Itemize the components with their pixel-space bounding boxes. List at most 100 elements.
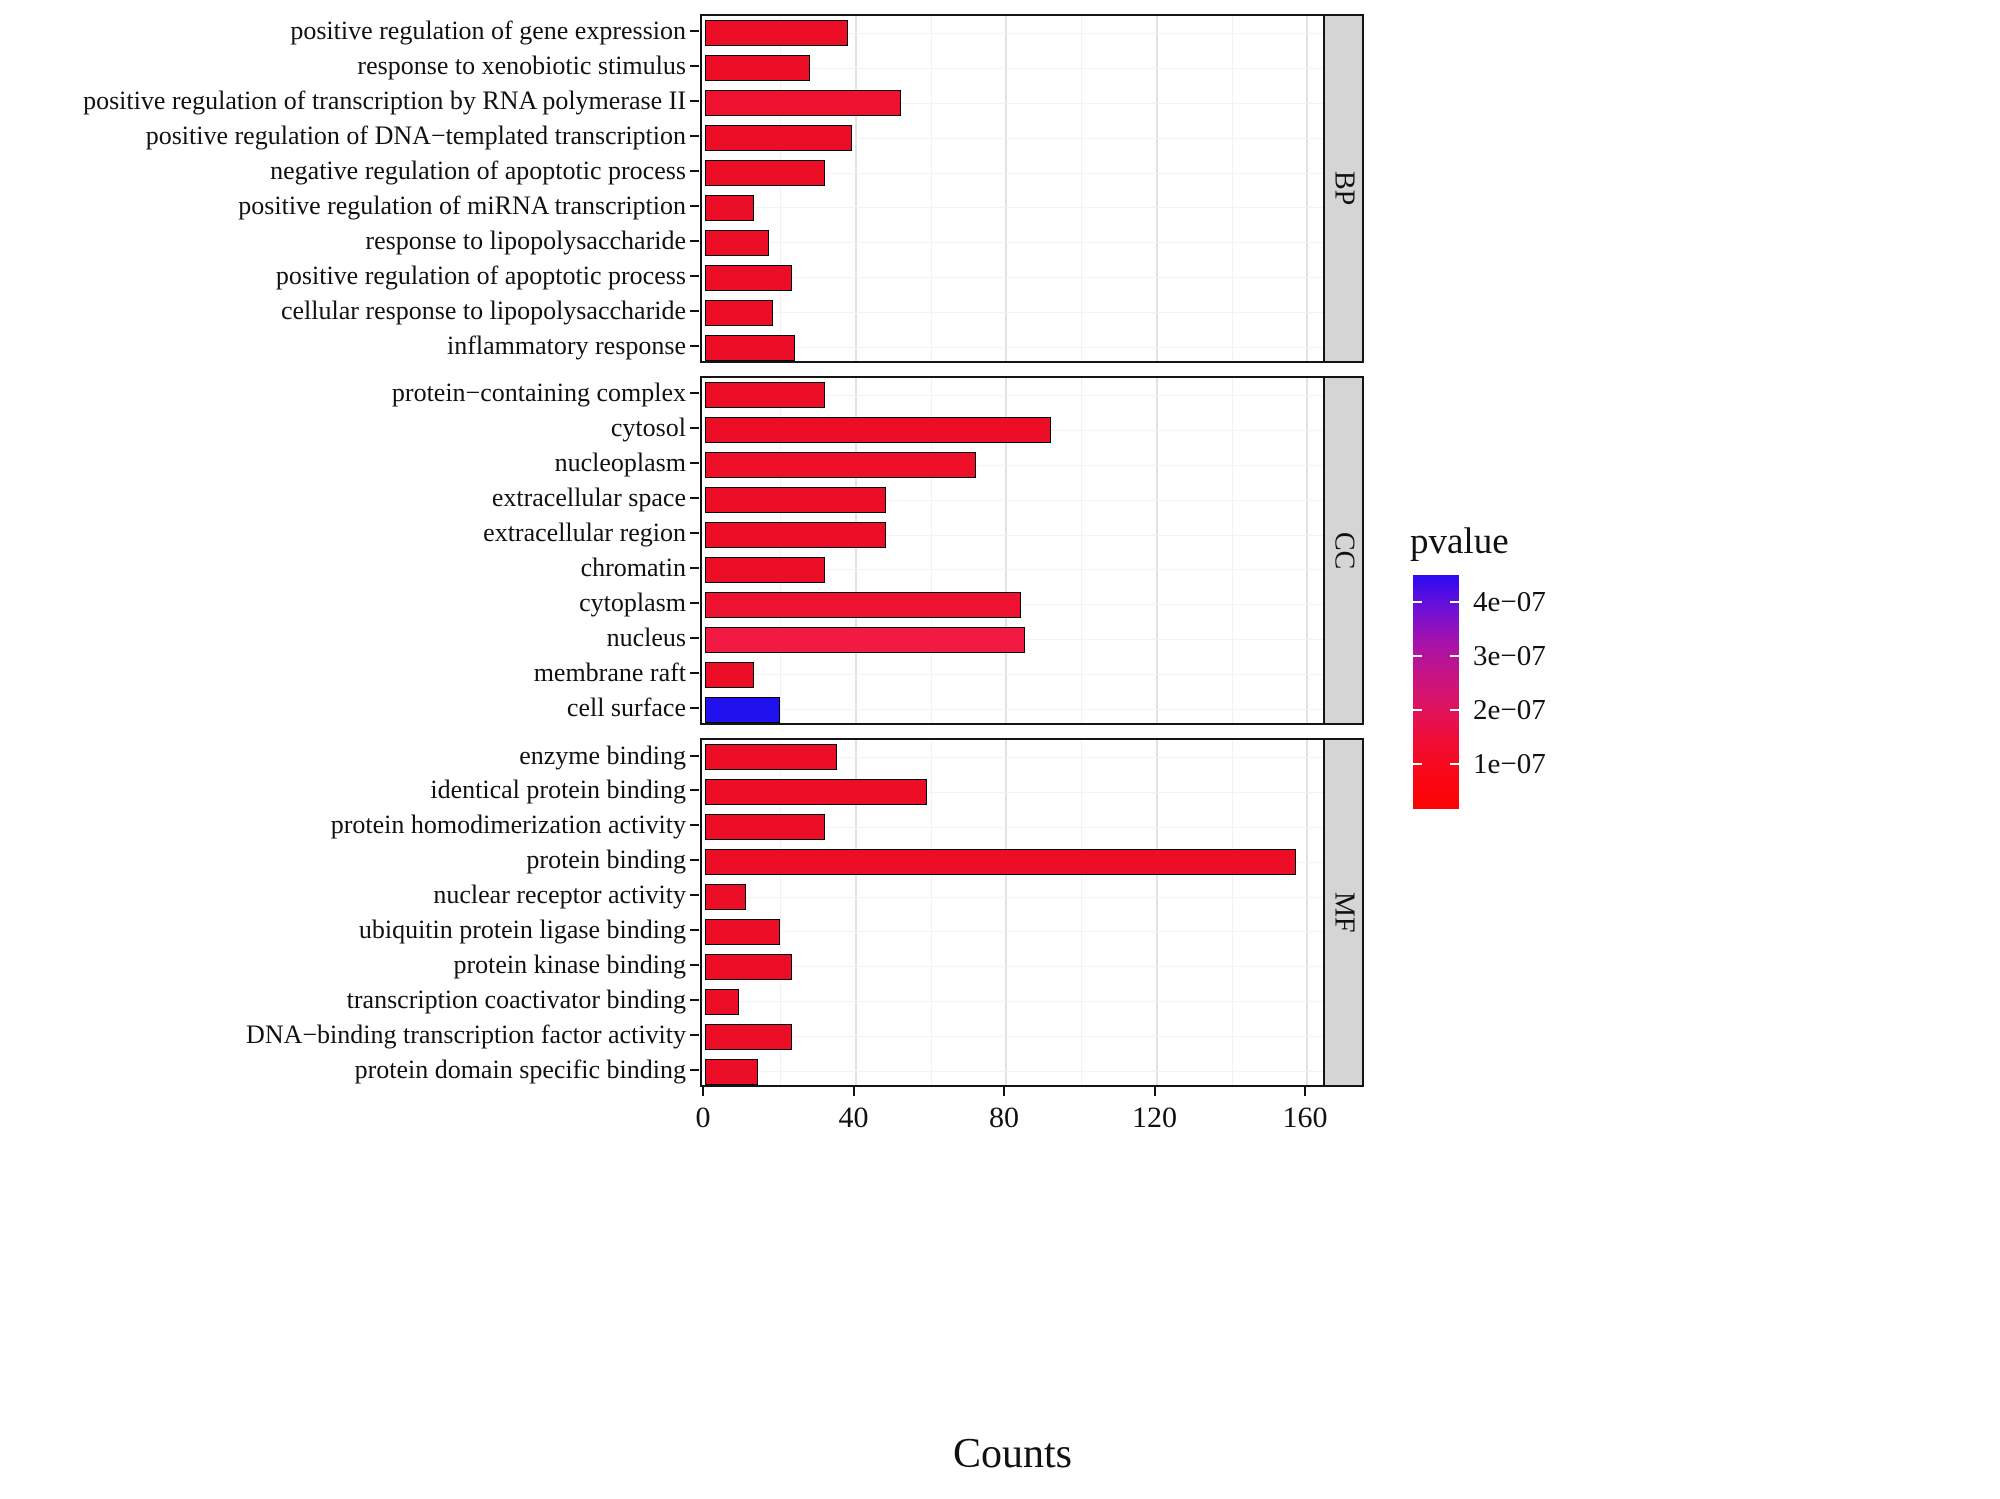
- y-tick: [690, 998, 699, 1001]
- bar-bp-5: [705, 194, 754, 221]
- facet-strip-label-cc: CC: [1328, 531, 1360, 570]
- bar-bp-8: [705, 299, 773, 326]
- category-label-bp-6: response to lipopolysaccharide: [365, 225, 686, 255]
- category-label-cc-0: protein−containing complex: [391, 378, 686, 408]
- y-tick: [690, 929, 699, 931]
- category-label-cc-6: cytoplasm: [579, 587, 686, 617]
- bar-bp-0: [705, 20, 848, 47]
- category-label-cc-3: extracellular space: [491, 483, 686, 513]
- category-label-cc-7: nucleus: [606, 622, 686, 652]
- category-label-cc-9: cell surface: [566, 692, 686, 722]
- y-tick: [690, 497, 699, 500]
- row-gridline: [702, 1071, 1323, 1073]
- facet-panel-bp: [700, 14, 1325, 363]
- facet-panel-cc: [700, 376, 1325, 725]
- bar-bp-9: [705, 334, 796, 361]
- x-tick-label: 80: [989, 1101, 1019, 1134]
- row-gridline: [702, 207, 1323, 209]
- category-label-mf-4: nuclear receptor activity: [433, 880, 686, 909]
- bar-mf-3: [705, 849, 1296, 876]
- major-gridline: [1005, 378, 1007, 723]
- row-gridline: [702, 791, 1323, 793]
- x-tick: [1304, 1087, 1306, 1096]
- category-label-mf-3: protein binding: [526, 845, 686, 875]
- bar-cc-3: [705, 487, 886, 514]
- minor-gridline: [1081, 16, 1083, 361]
- y-tick: [690, 30, 699, 33]
- category-label-bp-4: negative regulation of apoptotic process: [270, 156, 686, 185]
- row-gridline: [702, 569, 1323, 571]
- bar-mf-5: [705, 918, 781, 945]
- legend-gradient-bar: [1413, 575, 1459, 809]
- y-tick: [690, 344, 699, 347]
- y-tick: [690, 170, 699, 172]
- x-tick: [702, 1087, 704, 1096]
- bar-mf-2: [705, 814, 826, 841]
- row-gridline: [702, 1001, 1323, 1003]
- y-tick: [690, 65, 699, 68]
- row-gridline: [702, 137, 1323, 139]
- y-tick: [690, 671, 699, 674]
- major-gridline: [854, 16, 857, 361]
- legend-tick-label-2: 2e−07: [1473, 694, 1546, 726]
- facet-strip-cc: CC: [1323, 376, 1364, 725]
- category-label-mf-1: identical protein binding: [430, 775, 686, 805]
- y-tick: [690, 309, 699, 312]
- minor-gridline: [780, 16, 782, 361]
- row-gridline: [702, 32, 1323, 34]
- category-label-bp-2: positive regulation of transcription by …: [83, 86, 686, 116]
- bar-bp-6: [705, 229, 769, 256]
- major-gridline: [854, 378, 857, 723]
- row-gridline: [702, 242, 1323, 244]
- y-tick: [690, 567, 699, 569]
- y-tick: [690, 636, 699, 639]
- category-label-bp-7: positive regulation of apoptotic process: [275, 260, 686, 290]
- y-tick: [690, 462, 699, 465]
- x-tick: [1153, 1087, 1156, 1096]
- bar-mf-4: [705, 884, 747, 910]
- bar-bp-7: [705, 264, 792, 291]
- row-gridline: [702, 347, 1323, 349]
- minor-gridline: [930, 740, 932, 1085]
- row-gridline: [702, 674, 1323, 676]
- row-gridline: [702, 102, 1323, 104]
- row-gridline: [702, 826, 1323, 828]
- bar-cc-7: [705, 626, 1025, 653]
- bar-bp-1: [705, 55, 811, 82]
- row-gridline: [702, 67, 1323, 69]
- major-gridline: [1155, 16, 1158, 361]
- facet-strip-label-mf: MF: [1328, 892, 1360, 933]
- x-tick: [852, 1087, 855, 1096]
- y-tick: [690, 894, 699, 896]
- row-gridline: [702, 709, 1323, 711]
- y-tick: [690, 824, 699, 827]
- row-gridline: [702, 1036, 1323, 1038]
- minor-gridline: [1081, 378, 1083, 723]
- major-gridline: [1155, 378, 1158, 723]
- major-gridline: [1005, 740, 1007, 1085]
- bar-mf-9: [705, 1058, 758, 1085]
- major-gridline: [1155, 740, 1158, 1085]
- minor-gridline: [1231, 378, 1233, 723]
- category-label-bp-0: positive regulation of gene expression: [290, 16, 686, 46]
- x-axis-title: Counts: [952, 1431, 1073, 1477]
- legend-tick-label-3: 1e−07: [1473, 748, 1546, 780]
- y-tick: [690, 1033, 699, 1036]
- category-label-cc-1: cytosol: [610, 413, 686, 443]
- category-label-mf-9: protein domain specific binding: [354, 1054, 686, 1084]
- category-label-cc-2: nucleoplasm: [554, 448, 686, 478]
- bar-mf-8: [705, 1023, 792, 1050]
- legend-tick-mark: [1450, 601, 1459, 603]
- category-label-bp-9: inflammatory response: [447, 330, 686, 360]
- x-tick: [1003, 1087, 1005, 1096]
- category-label-mf-7: transcription coactivator binding: [346, 984, 686, 1014]
- category-label-cc-8: membrane raft: [533, 657, 686, 687]
- bar-mf-1: [705, 779, 927, 806]
- y-tick: [690, 274, 699, 277]
- legend-tick-mark: [1413, 709, 1422, 711]
- row-gridline: [702, 394, 1323, 396]
- x-tick-label: 0: [695, 1101, 711, 1134]
- y-tick: [690, 135, 699, 138]
- legend-tick-mark: [1413, 655, 1422, 657]
